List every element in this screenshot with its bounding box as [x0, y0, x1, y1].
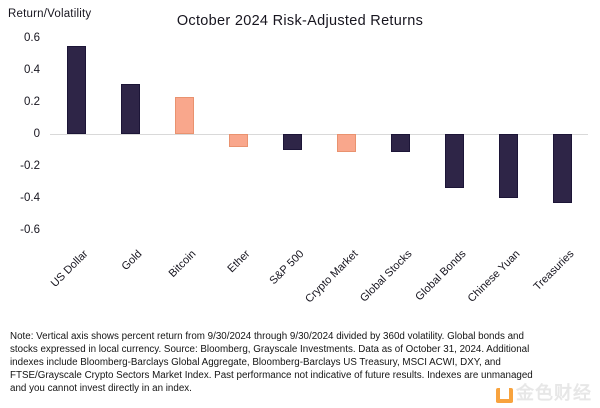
bar-s-p-500 — [282, 134, 302, 150]
y-tick-label: 0.6 — [24, 32, 40, 44]
y-tick-label: 0.4 — [24, 64, 40, 76]
bar-us-dollar — [66, 46, 86, 134]
footnote-line: and you cannot invest directly in an ind… — [10, 383, 192, 394]
bar-ether — [228, 134, 248, 147]
y-tick-label: -0.4 — [20, 192, 40, 204]
bar-global-bonds — [444, 134, 464, 189]
footnote-line: Note: Vertical axis shows percent return… — [10, 331, 524, 342]
footnote-line: FTSE/Grayscale Crypto Sectors Market Ind… — [10, 370, 533, 381]
bar-treasuries — [552, 134, 572, 203]
x-category-label: Treasuries — [531, 248, 577, 293]
x-category-label: Chinese Yuan — [465, 248, 523, 305]
x-category-label: Bitcoin — [166, 248, 199, 280]
y-tick-label: -0.6 — [20, 224, 40, 236]
bar-global-stocks — [390, 134, 410, 152]
bar-crypto-market — [336, 134, 356, 152]
bar-gold — [120, 84, 140, 134]
y-axis-label: Return/Volatility — [8, 8, 92, 20]
x-category-label: S&P 500 — [267, 248, 307, 288]
watermark-text: 金色财经 — [516, 383, 592, 403]
footnote-line: indexes include Bloomberg-Barclays Globa… — [10, 357, 501, 368]
x-category-label: Global Bonds — [413, 248, 469, 304]
chart-title: October 2024 Risk-Adjusted Returns — [176, 13, 424, 29]
y-tick-label: -0.2 — [20, 160, 40, 172]
jinse-logo-icon — [496, 388, 513, 403]
bar-bitcoin — [174, 97, 194, 134]
bar-chinese-yuan — [498, 134, 518, 198]
zero-gridline — [50, 134, 588, 135]
plot-area — [50, 30, 588, 246]
x-category-label: Crypto Market — [303, 248, 361, 306]
footnote: Note: Vertical axis shows percent return… — [10, 330, 594, 395]
x-category-label: Ether — [225, 248, 253, 276]
y-tick-label: 0 — [33, 128, 40, 140]
watermark: 金色财经 — [496, 379, 592, 405]
footnote-line: stocks expressed in local currency. Sour… — [10, 344, 530, 355]
x-category-label: Global Stocks — [358, 248, 415, 305]
x-category-label: Gold — [119, 248, 145, 273]
y-tick-label: 0.2 — [24, 96, 40, 108]
x-category-label: US Dollar — [48, 248, 91, 290]
